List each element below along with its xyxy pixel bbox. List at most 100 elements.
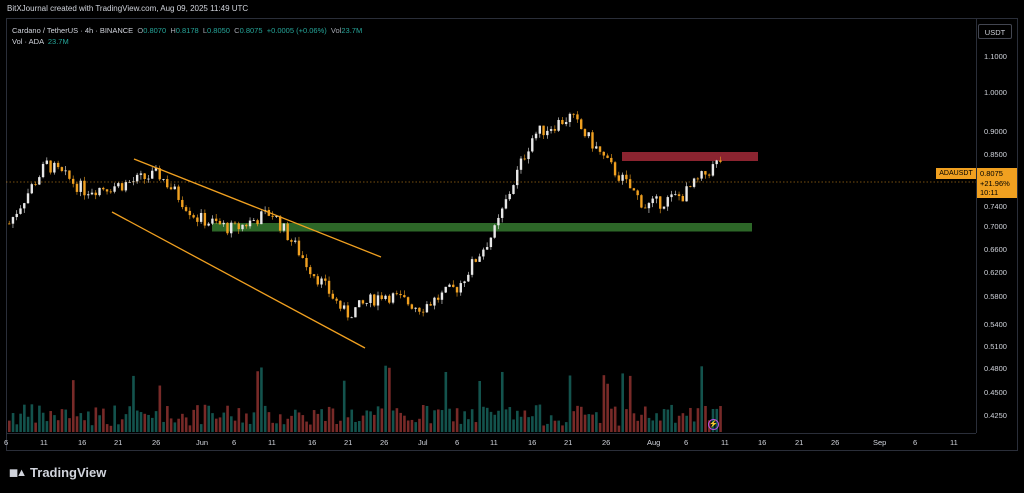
volume-bar xyxy=(102,408,105,432)
volume-bar xyxy=(632,413,636,432)
volume-bar xyxy=(357,421,361,432)
volume-bar xyxy=(297,412,301,432)
volume-bars xyxy=(8,365,722,432)
volume-bar xyxy=(286,418,290,432)
time-axis[interactable] xyxy=(6,433,976,451)
candle-body xyxy=(595,146,598,149)
candle-body xyxy=(689,186,692,188)
volume-bar xyxy=(324,420,327,432)
volume-bar xyxy=(211,413,214,432)
volume-bar xyxy=(523,410,527,432)
chart-plot-area[interactable] xyxy=(6,18,976,433)
candle-body xyxy=(478,256,481,262)
candle-body xyxy=(538,125,542,134)
volume-bar xyxy=(685,415,688,432)
legend-close: 0.8075 xyxy=(239,26,263,35)
time-tick: 6 xyxy=(913,438,918,447)
candle-body xyxy=(181,199,184,208)
candle-body xyxy=(166,179,169,188)
candle-body xyxy=(339,300,342,309)
price-tick: 0.4250 xyxy=(984,411,1007,420)
volume-bar xyxy=(169,418,173,432)
price-axis[interactable] xyxy=(976,18,1018,433)
candle-body xyxy=(143,173,146,180)
candle-body xyxy=(260,211,263,225)
time-tick: 26 xyxy=(831,438,840,447)
candle-body xyxy=(26,193,30,204)
candle-body xyxy=(527,151,530,160)
candle-body xyxy=(508,193,511,200)
volume-bar xyxy=(459,423,463,432)
candle-body xyxy=(49,160,52,173)
channel-lower-line[interactable] xyxy=(111,211,366,349)
volume-bar xyxy=(478,380,481,432)
candle-body xyxy=(218,220,222,225)
candle-body xyxy=(83,180,86,196)
channel-upper-line[interactable] xyxy=(133,158,382,258)
legend-open: 0.8070 xyxy=(143,26,167,35)
candle-body xyxy=(346,305,350,318)
volume-bar xyxy=(564,422,568,432)
volume-bar xyxy=(542,425,545,432)
volume-bar xyxy=(576,405,579,432)
flash-icon[interactable]: ⚡ xyxy=(708,419,719,430)
legend-vol-label: Vol xyxy=(330,26,342,35)
volume-bar xyxy=(489,411,493,432)
candle-body xyxy=(139,173,143,175)
candle-body xyxy=(493,225,496,238)
time-tick: Sep xyxy=(873,438,887,447)
volume-bar xyxy=(546,423,549,432)
candle-body xyxy=(71,178,75,184)
candle-body xyxy=(34,184,37,185)
price-chart[interactable] xyxy=(6,18,976,433)
candle-body xyxy=(700,171,703,179)
volume-bar xyxy=(440,410,444,432)
volume-bar xyxy=(342,380,346,432)
volume-bar xyxy=(557,420,561,432)
candle-body xyxy=(222,222,225,225)
candle-body xyxy=(361,300,365,304)
candle-body xyxy=(448,284,451,287)
candle-body xyxy=(647,203,651,209)
volume-bar xyxy=(482,406,485,432)
candle-body xyxy=(90,192,94,195)
volume-bar xyxy=(75,416,79,432)
time-tick: 16 xyxy=(308,438,317,447)
volume-bar xyxy=(640,414,643,432)
candle-body xyxy=(625,174,628,180)
volume-bar xyxy=(233,420,237,432)
candle-body xyxy=(169,187,173,190)
volume-bar xyxy=(467,419,470,432)
volume-bar xyxy=(252,412,256,432)
volume-bar xyxy=(143,413,147,432)
candle-body xyxy=(19,208,22,214)
support-zone[interactable] xyxy=(212,223,752,232)
candle-body xyxy=(685,186,688,202)
resistance-zone[interactable] xyxy=(622,152,758,161)
candle-body xyxy=(512,185,515,194)
volume-bar xyxy=(625,409,628,432)
candles xyxy=(8,111,722,321)
candle-body xyxy=(354,307,357,318)
volume-bar xyxy=(561,425,564,432)
volume-bar xyxy=(34,422,37,432)
candle-body xyxy=(497,217,500,226)
candle-body xyxy=(399,293,402,296)
volume-bar xyxy=(26,416,30,432)
candle-body xyxy=(245,224,248,227)
tradingview-logo[interactable]: ◼▲ TradingView xyxy=(9,465,106,480)
volume-bar xyxy=(132,375,135,432)
currency-button[interactable]: USDT xyxy=(978,24,1012,39)
volume-bar xyxy=(474,422,478,432)
candle-body xyxy=(199,212,203,222)
time-tick: 11 xyxy=(268,438,276,447)
candle-body xyxy=(429,304,432,306)
current-price-value: 0.8075 xyxy=(980,169,1003,178)
candle-body xyxy=(113,186,116,192)
volume-bar xyxy=(41,412,45,432)
time-tick: 16 xyxy=(758,438,767,447)
volume-bar xyxy=(203,404,207,432)
volume-bar xyxy=(135,410,139,432)
candle-body xyxy=(214,218,218,221)
volume-bar xyxy=(500,371,504,432)
